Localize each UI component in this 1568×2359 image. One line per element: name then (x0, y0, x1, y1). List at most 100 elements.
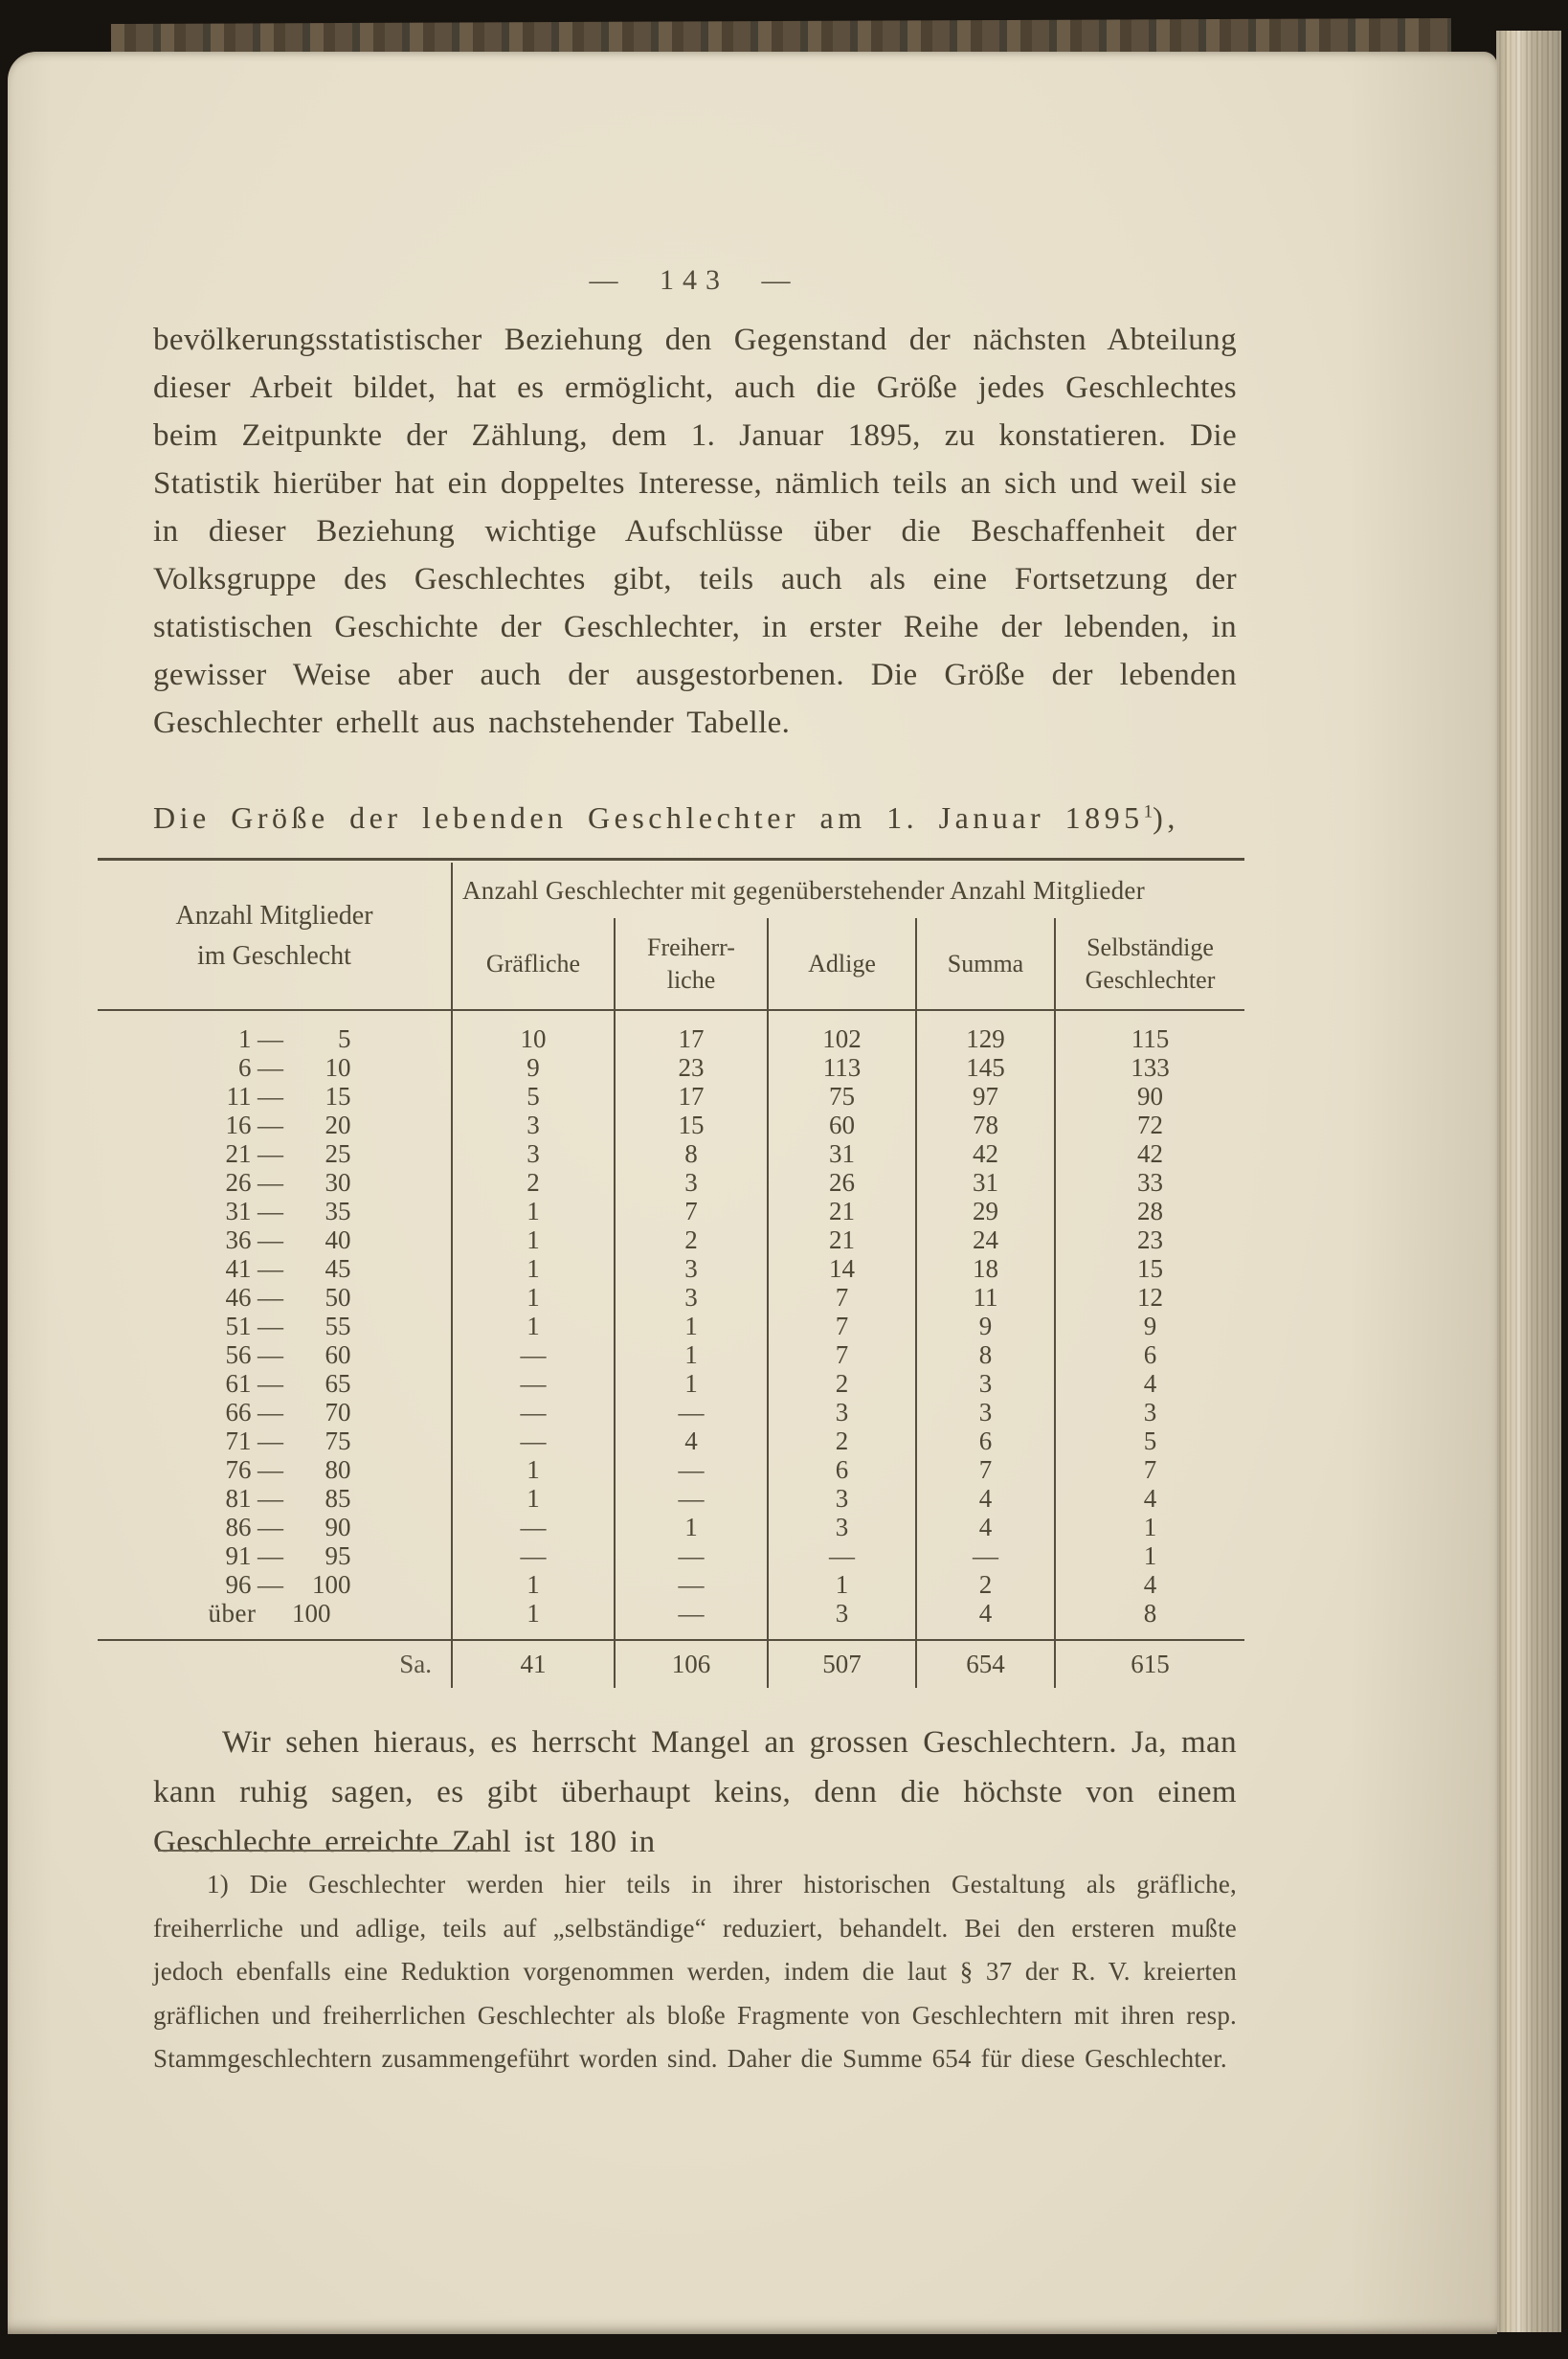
member-range: 51— 55 (98, 1312, 451, 1340)
count-cell: 26 (767, 1168, 916, 1197)
count-cell: 24 (915, 1225, 1055, 1254)
range-dash: — (258, 1023, 283, 1053)
count-cell: 1 (767, 1570, 916, 1599)
range-to: 75 (325, 1426, 351, 1455)
count-cell: 8 (614, 1139, 768, 1168)
table-caption-suffix: ), (1153, 800, 1179, 835)
count-cell: 5 (451, 1082, 615, 1111)
count-cell: 9 (915, 1312, 1055, 1340)
range-from: über (208, 1598, 257, 1628)
count-cell: 21 (767, 1197, 916, 1225)
count-cell: 3 (1053, 1398, 1245, 1427)
count-cell: 1 (451, 1254, 615, 1283)
count-cell: 7 (767, 1283, 916, 1312)
count-cell: 4 (915, 1484, 1055, 1513)
table-row: 81—85 1—3 4 4 (98, 1484, 1245, 1513)
table-body: 1—5 10 17 102 129 115 6—10 9 23 113 145 133 11—15 5 17… (98, 1010, 1245, 1640)
range-dash: — (258, 1253, 283, 1283)
table-row: 11— 15 5 17 75 97 90 (98, 1082, 1245, 1111)
count-cell: 18 (915, 1254, 1055, 1283)
count-cell: 1 (451, 1455, 615, 1484)
footnote-text: Die Geschlechter werden hier teils in ih… (153, 1870, 1237, 2073)
range-from: 1 (238, 1023, 252, 1053)
range-to: 45 (325, 1253, 351, 1283)
table-row: 16— 20 3 15 60 78 72 (98, 1111, 1245, 1139)
count-cell: 113 (767, 1053, 916, 1082)
count-cell: 8 (1053, 1599, 1245, 1640)
member-range: 56— 60 (98, 1340, 451, 1369)
count-cell: 3 (915, 1369, 1055, 1398)
count-cell: — (451, 1541, 615, 1570)
range-from: 61 (225, 1368, 252, 1398)
count-cell: 1 (451, 1570, 615, 1599)
table-row: 31— 35 1 7 21 29 28 (98, 1197, 1245, 1225)
page-fore-edge (1496, 31, 1561, 2332)
range-dash: — (258, 1196, 283, 1225)
count-cell: 129 (915, 1010, 1055, 1053)
member-range: 1— 5 (98, 1011, 451, 1053)
range-dash: — (258, 1339, 283, 1369)
range-to: 65 (325, 1368, 351, 1398)
count-cell: 2 (767, 1427, 916, 1455)
count-cell: 4 (1053, 1570, 1245, 1599)
range-dash: — (258, 1569, 283, 1599)
count-cell: — (614, 1398, 768, 1427)
count-cell: 42 (1053, 1139, 1245, 1168)
range-to: 55 (325, 1311, 351, 1340)
count-cell: 75 (767, 1082, 916, 1111)
count-cell: 9 (1053, 1312, 1245, 1340)
count-cell: 1 (451, 1225, 615, 1254)
count-cell: 6 (767, 1455, 916, 1484)
range-dash: — (258, 1397, 283, 1427)
range-from: 46 (225, 1282, 252, 1312)
member-range: 91— 95 (98, 1541, 451, 1570)
count-cell: — (614, 1541, 768, 1570)
count-cell: 9 (451, 1053, 615, 1082)
footnote-marker: 1) (207, 1870, 229, 1898)
count-cell: 14 (767, 1254, 916, 1283)
range-to: 35 (325, 1196, 351, 1225)
range-to: 80 (325, 1454, 351, 1484)
scanned-page: — 143 — bevölkerungsstatistischer Bezieh… (8, 52, 1497, 2334)
member-range: 31— 35 (98, 1197, 451, 1225)
range-from: 66 (225, 1397, 252, 1427)
range-dash: — (258, 1052, 283, 1082)
range-dash: — (258, 1311, 283, 1340)
member-range: 96— 100 (98, 1570, 451, 1599)
count-cell: 10 (451, 1010, 615, 1053)
range-from: 51 (225, 1311, 252, 1340)
count-cell: 3 (614, 1283, 768, 1312)
count-cell: 3 (767, 1398, 916, 1427)
count-cell: 23 (1053, 1225, 1245, 1254)
count-cell: 7 (767, 1340, 916, 1369)
table-row: 6— 10 9 23 113 145 133 (98, 1052, 1245, 1082)
member-range: 36— 40 (98, 1225, 451, 1254)
table-row: 26—30 2 3 26 31 33 (98, 1168, 1245, 1197)
count-cell: — (614, 1570, 768, 1599)
range-dash: — (258, 1512, 283, 1541)
col-header-group: Anzahl Geschlechter mit gegenüberstehend… (450, 863, 1245, 918)
range-dash: — (258, 1426, 283, 1455)
count-cell: 1 (614, 1513, 768, 1541)
count-cell: 11 (915, 1283, 1055, 1312)
count-cell: 3 (767, 1599, 916, 1640)
count-cell: 3 (614, 1254, 768, 1283)
count-cell: — (451, 1427, 615, 1455)
range-from: 76 (225, 1454, 252, 1484)
count-cell: 2 (451, 1168, 615, 1197)
member-range: 41— 45 (98, 1254, 451, 1283)
count-cell: 23 (614, 1053, 768, 1082)
statistics-table-wrap: Anzahl Mitglieder im Geschlecht Anzahl Ge… (98, 858, 1245, 1688)
range-to: 40 (325, 1224, 351, 1254)
count-cell: — (451, 1369, 615, 1398)
table-row: 91—95— — — —1 (98, 1541, 1245, 1570)
member-range: 46— 50 (98, 1283, 451, 1312)
count-cell: 7 (614, 1197, 768, 1225)
table-row: 56—60—1 7 8 6 (98, 1340, 1245, 1369)
col-header-1: Freiherr- liche (614, 918, 768, 1011)
table-row: 36— 40 1 2 21 24 23 (98, 1225, 1245, 1254)
member-range: 61— 65 (98, 1369, 451, 1398)
count-cell: 2 (614, 1225, 768, 1254)
member-range: über—100 (98, 1599, 451, 1639)
count-cell: 1 (451, 1599, 615, 1640)
